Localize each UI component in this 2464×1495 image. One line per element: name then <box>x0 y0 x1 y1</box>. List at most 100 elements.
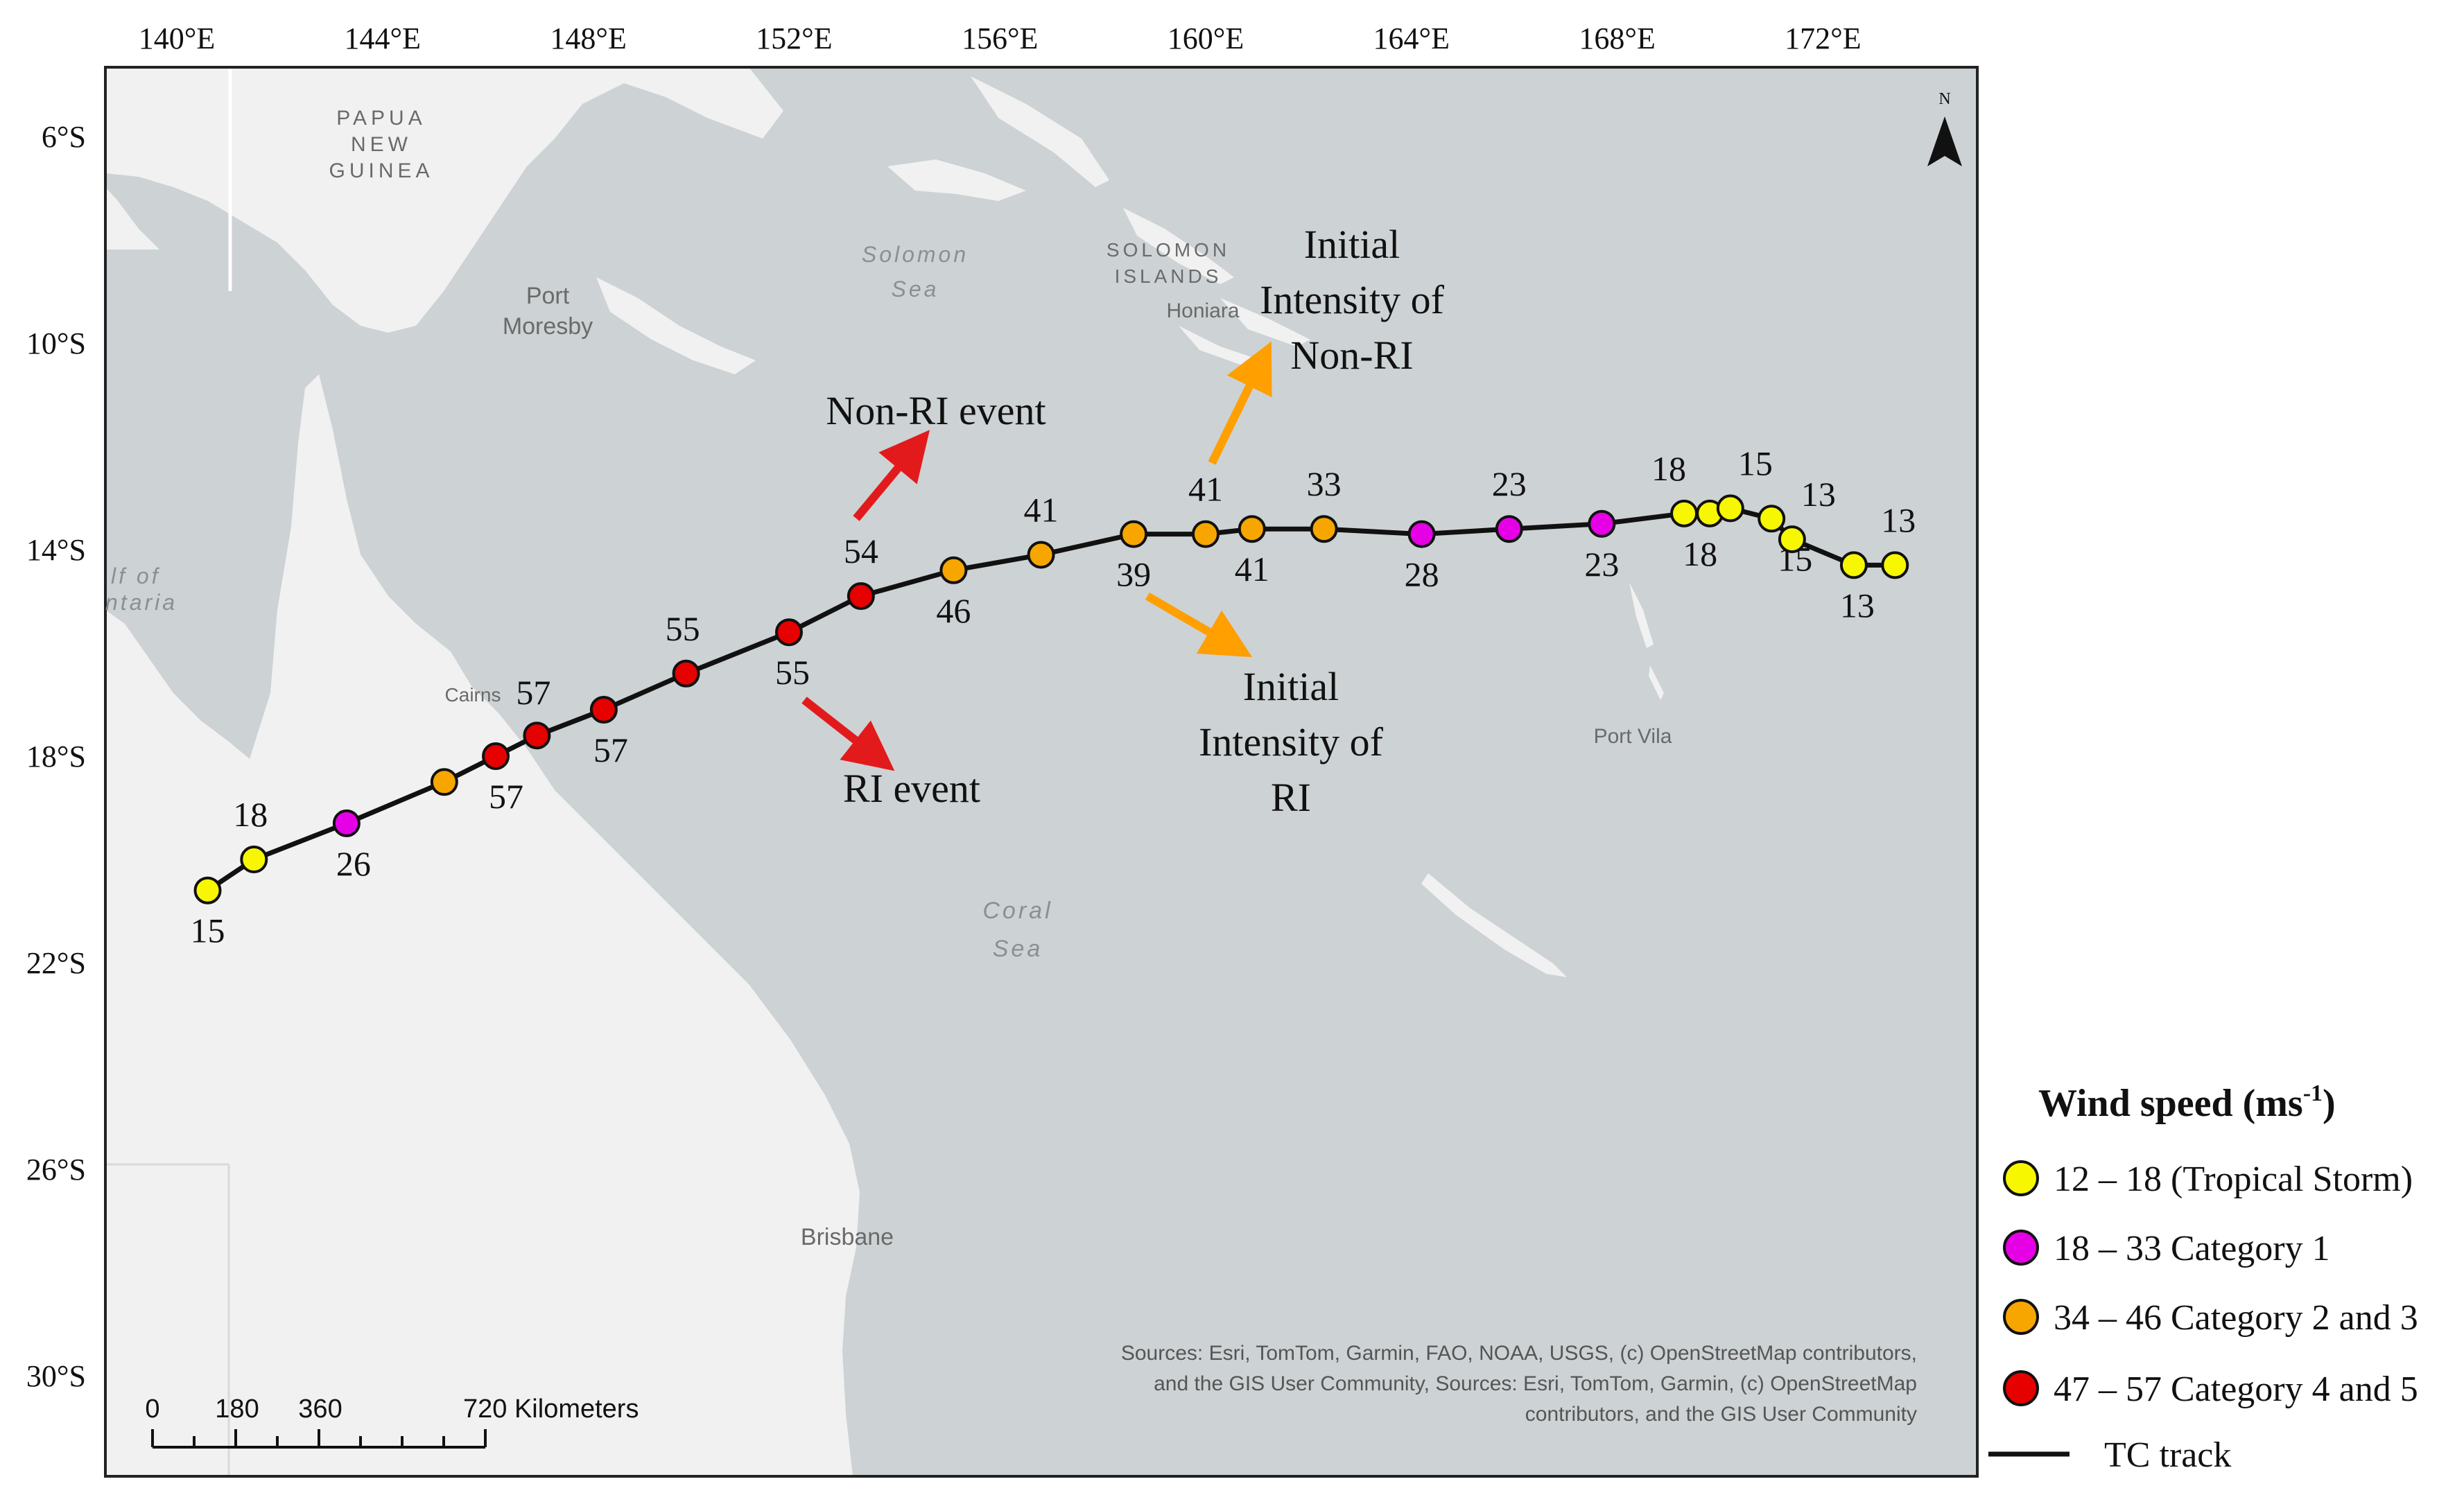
track-point <box>523 722 551 750</box>
label-guinea: GUINEA <box>329 159 433 182</box>
track-point <box>1407 520 1436 548</box>
wind-label: 26 <box>336 844 371 883</box>
track-point <box>1670 499 1699 527</box>
lon-tick-label: 156°E <box>962 21 1038 55</box>
track-point <box>672 659 700 688</box>
legend-swatch-cat1 <box>2003 1230 2039 1266</box>
basemap <box>105 67 1977 1476</box>
track-point <box>240 846 268 873</box>
lat-tick-label: 22°S <box>26 946 86 980</box>
scale-bar: 0 180 360 720 Kilometers <box>145 1395 639 1449</box>
wind-label: 55 <box>775 653 810 692</box>
scale-ticks <box>151 1429 487 1447</box>
lon-tick-label: 164°E <box>1373 21 1450 55</box>
place-labels: PAPUA NEW GUINEA Port Moresby Solomon Se… <box>105 107 1672 1250</box>
track-point <box>1588 509 1616 538</box>
track-point <box>1881 551 1909 579</box>
solomon-islands-land <box>1123 208 1310 367</box>
track-point <box>482 742 510 770</box>
label-port-vila: Port Vila <box>1594 725 1672 748</box>
wind-label: 18 <box>233 795 268 834</box>
label-coral-2: Sea <box>993 936 1043 962</box>
track-point <box>1758 505 1786 533</box>
australia-land <box>105 374 860 1476</box>
label-islands: ISLANDS <box>1115 265 1222 287</box>
track-point <box>1716 494 1744 523</box>
annotations: Non-RI event RI event Initial Intensity … <box>826 222 1444 820</box>
legend-label-ts: 12 – 18 (Tropical Storm) <box>2054 1160 2413 1199</box>
track-point <box>1238 515 1266 543</box>
wind-label: 46 <box>936 591 971 630</box>
cape-york-west <box>105 187 159 250</box>
tc-track: 15 18 26 57 57 57 55 55 54 46 41 39 41 41 33 28 23 23 18 18… <box>191 444 1916 950</box>
label-moresby: Moresby <box>503 313 593 340</box>
north-label: N <box>1938 90 1950 108</box>
lon-tick-label: 140°E <box>139 21 215 55</box>
wind-label: 15 <box>1738 444 1773 482</box>
legend-label-cat23: 34 – 46 Category 2 and 3 <box>2054 1298 2418 1338</box>
initial-non-ri-arrow <box>1208 341 1272 465</box>
lat-tick-label: 6°S <box>42 120 86 154</box>
track-point <box>332 809 361 837</box>
track-point <box>193 876 222 904</box>
credits-line-3: contributors, and the GIS User Community <box>1525 1403 1917 1426</box>
initial-non-ri-line1: Initial <box>1304 222 1400 267</box>
latitude-labels: 6°S 10°S 14°S 18°S 22°S 26°S 30°S <box>26 120 86 1393</box>
track-point <box>847 582 875 611</box>
ri-event-arrow <box>801 697 895 771</box>
credits-line-2: and the GIS User Community, Sources: Esr… <box>1154 1372 1917 1395</box>
legend-title-close: ) <box>2323 1082 2336 1125</box>
wind-label: 13 <box>1840 586 1875 624</box>
track-point <box>939 556 968 584</box>
wind-label: 57 <box>593 731 628 769</box>
label-cairns: Cairns <box>445 684 501 706</box>
wind-label: 39 <box>1116 555 1151 594</box>
new-britain <box>887 159 1026 201</box>
credits-line-1: Sources: Esri, TomTom, Garmin, FAO, NOAA… <box>1121 1342 1917 1365</box>
wind-label: 57 <box>516 673 550 712</box>
png-land <box>105 67 783 333</box>
wind-label: 23 <box>1492 464 1527 503</box>
label-papua: PAPUA <box>336 107 426 130</box>
track-point <box>1310 515 1338 543</box>
lat-tick-label: 30°S <box>26 1359 86 1393</box>
wind-label: 55 <box>666 609 700 648</box>
track-point <box>1192 520 1220 548</box>
legend-label-cat1: 18 – 33 Category 1 <box>2054 1229 2330 1268</box>
lon-tick-label: 160°E <box>1168 21 1244 55</box>
non-ri-event-label: Non-RI event <box>826 388 1046 433</box>
lon-tick-label: 148°E <box>550 21 626 55</box>
lon-tick-label: 152°E <box>756 21 832 55</box>
new-ireland <box>971 76 1109 187</box>
wind-label: 13 <box>1801 475 1836 514</box>
track-point <box>774 618 803 647</box>
track-point <box>1027 541 1055 569</box>
wind-label: 41 <box>1235 550 1269 588</box>
wind-label: 57 <box>489 777 523 816</box>
lat-tick-label: 14°S <box>26 533 86 567</box>
legend-swatch-ts <box>2003 1160 2039 1196</box>
track-point <box>430 768 458 796</box>
longitude-labels: 140°E 144°E 148°E 152°E 156°E 160°E 164°E 168°E… <box>139 21 1862 55</box>
wind-label: 41 <box>1024 490 1059 529</box>
track-point <box>1778 525 1806 554</box>
wind-label: 23 <box>1584 545 1619 584</box>
scale-label-180: 180 <box>215 1395 259 1424</box>
wind-label: 41 <box>1188 470 1223 509</box>
legend-title-sup: -1 <box>2303 1081 2323 1106</box>
label-brisbane: Brisbane <box>801 1224 894 1250</box>
label-solomon-sea-1: Solomon <box>862 242 969 267</box>
legend-label-track: TC track <box>2104 1435 2231 1475</box>
non-ri-event-arrow <box>853 430 930 521</box>
wind-label: 18 <box>1651 449 1686 488</box>
lat-tick-label: 26°S <box>26 1153 86 1187</box>
initial-ri-line1: Initial <box>1243 664 1339 709</box>
lon-tick-label: 144°E <box>345 21 421 55</box>
track-point <box>1495 515 1523 543</box>
initial-ri-arrow <box>1145 592 1253 658</box>
lon-tick-label: 172°E <box>1785 21 1861 55</box>
label-honiara: Honiara <box>1166 299 1239 322</box>
initial-ri-line3: RI <box>1271 775 1311 820</box>
legend-swatch-cat45 <box>2003 1370 2039 1406</box>
